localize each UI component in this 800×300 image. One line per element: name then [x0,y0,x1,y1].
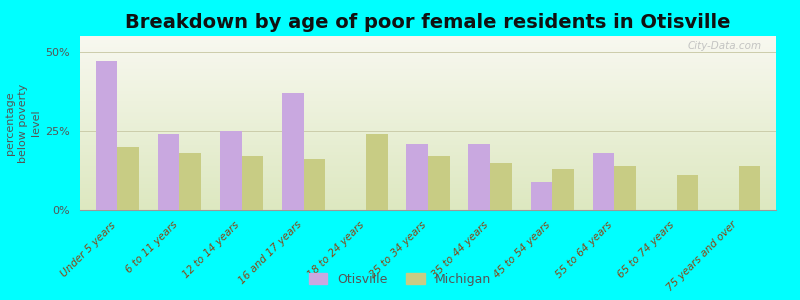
Bar [158,134,179,210]
Bar [179,153,201,210]
Bar [677,175,698,210]
Bar [95,61,118,210]
Bar [593,153,614,210]
Bar [242,156,263,210]
Bar [468,144,490,210]
Bar [220,131,242,210]
Y-axis label: percentage
below poverty
level: percentage below poverty level [5,83,42,163]
Bar [118,147,139,210]
Bar [552,169,574,210]
Bar [366,134,388,210]
Bar [738,166,761,210]
Legend: Otisville, Michigan: Otisville, Michigan [303,268,497,291]
Bar [530,182,552,210]
Title: Breakdown by age of poor female residents in Otisville: Breakdown by age of poor female resident… [126,13,730,32]
Bar [490,163,512,210]
Bar [282,93,304,210]
Bar [406,144,428,210]
Bar [428,156,450,210]
Bar [614,166,636,210]
Bar [304,159,326,210]
Text: City-Data.com: City-Data.com [688,41,762,51]
